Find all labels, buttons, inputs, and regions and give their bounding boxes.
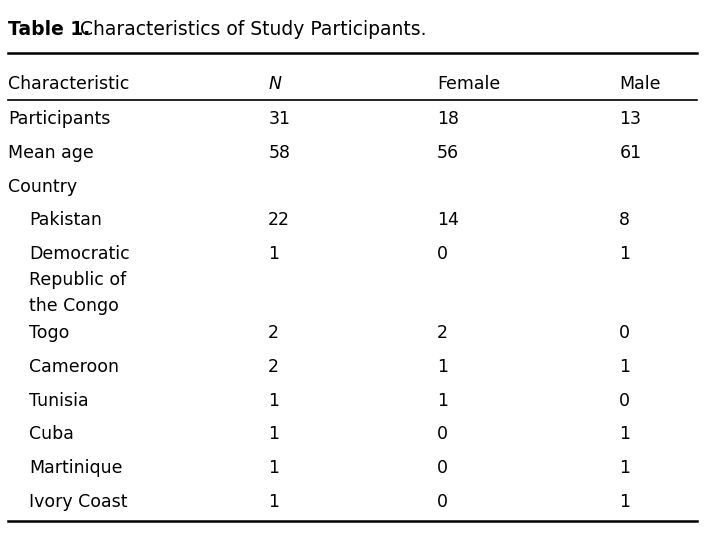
Text: Male: Male [620,75,661,93]
Text: Participants: Participants [8,110,111,128]
Text: Cuba: Cuba [30,426,74,443]
Text: Ivory Coast: Ivory Coast [30,493,128,511]
Text: Mean age: Mean age [8,144,94,162]
Text: 22: 22 [268,212,290,229]
Text: 58: 58 [268,144,290,162]
Text: 56: 56 [437,144,459,162]
Text: 14: 14 [437,212,459,229]
Text: N: N [268,75,281,93]
Text: 0: 0 [437,245,448,263]
Text: Female: Female [437,75,500,93]
Text: 2: 2 [437,324,448,342]
Text: 2: 2 [268,324,279,342]
Text: Togo: Togo [30,324,70,342]
Text: 1: 1 [437,392,448,410]
Text: 0: 0 [620,324,630,342]
Text: 1: 1 [268,426,279,443]
Text: 1: 1 [620,459,630,477]
Text: 1: 1 [620,493,630,511]
Text: 18: 18 [437,110,459,128]
Text: 1: 1 [620,358,630,376]
Text: Martinique: Martinique [30,459,123,477]
Text: 1: 1 [268,459,279,477]
Text: 0: 0 [437,426,448,443]
Text: Cameroon: Cameroon [30,358,119,376]
Text: 0: 0 [437,459,448,477]
Text: Democratic: Democratic [30,245,130,263]
Text: the Congo: the Congo [30,298,119,316]
Text: Republic of: Republic of [30,271,127,289]
Text: Tunisia: Tunisia [30,392,89,410]
Text: 61: 61 [620,144,642,162]
Text: 8: 8 [620,212,630,229]
Text: 1: 1 [620,245,630,263]
Text: 0: 0 [437,493,448,511]
Text: Pakistan: Pakistan [30,212,102,229]
Text: Characteristics of Study Participants.: Characteristics of Study Participants. [68,20,427,39]
Text: 13: 13 [620,110,642,128]
Text: 1: 1 [620,426,630,443]
Text: 2: 2 [268,358,279,376]
Text: 1: 1 [437,358,448,376]
Text: 0: 0 [620,392,630,410]
Text: Characteristic: Characteristic [8,75,130,93]
Text: 31: 31 [268,110,290,128]
Text: 1: 1 [268,245,279,263]
Text: Country: Country [8,178,78,196]
Text: 1: 1 [268,392,279,410]
Text: 1: 1 [268,493,279,511]
Text: Table 1.: Table 1. [8,20,91,39]
